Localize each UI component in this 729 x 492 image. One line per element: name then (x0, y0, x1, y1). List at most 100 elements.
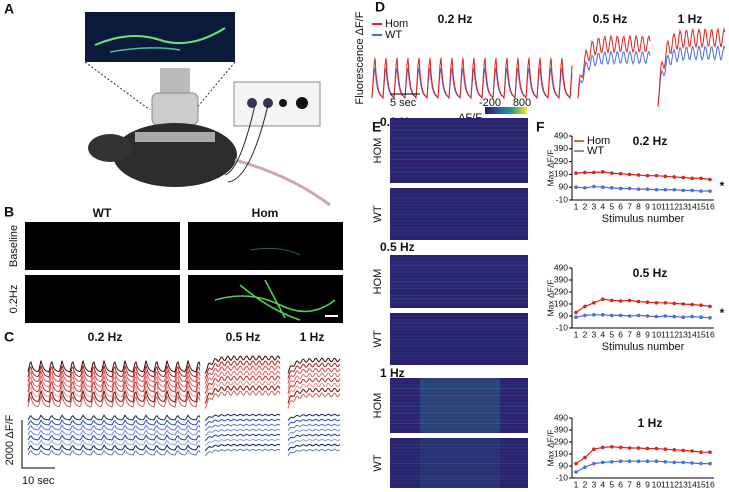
heatmap-row (390, 348, 528, 350)
trace (27, 429, 201, 436)
point (627, 298, 632, 303)
point (654, 459, 659, 464)
point (708, 461, 712, 466)
axis-label: Fluorescence ΔF/F (354, 11, 366, 104)
heatmap-row (390, 329, 528, 331)
heatmap-row (390, 223, 528, 225)
y-tick-label: 290 (554, 156, 568, 166)
x-tick-label: 3 (591, 329, 596, 339)
heatmap-row (390, 355, 528, 357)
row-label: 0.2Hz (8, 285, 20, 314)
point (583, 465, 587, 470)
heatmap-row (390, 322, 528, 324)
point (654, 301, 659, 305)
heatmap-row (390, 194, 528, 196)
heatmap-row (390, 200, 528, 202)
heatmap-row (390, 137, 528, 139)
trace (287, 443, 341, 451)
heatmap-row (390, 121, 528, 122)
x-tick-label: 15 (696, 201, 706, 211)
heatmap-row (390, 230, 528, 232)
trace (204, 433, 281, 441)
point (583, 170, 587, 175)
heatmap-row (390, 298, 528, 300)
x-tick-label: 11 (661, 479, 670, 489)
point (645, 459, 650, 464)
point (636, 313, 641, 318)
heatmap-row (390, 398, 528, 400)
scale-label: 10 sec (22, 475, 55, 487)
trace (287, 423, 341, 431)
x-tick-label: 7 (627, 329, 632, 339)
heatmap-row (390, 268, 528, 270)
colorbar-tick: 800 (513, 97, 531, 109)
x-tick-label: 10 (652, 201, 662, 211)
annotation: * (720, 306, 725, 320)
point (672, 460, 677, 465)
heatmap-row (390, 395, 528, 396)
heatmap-row (390, 447, 528, 449)
heatmap-response (420, 378, 500, 433)
point (636, 187, 641, 191)
point (690, 461, 694, 465)
row-label: Baseline (8, 225, 20, 267)
x-tick-label: 9 (645, 329, 650, 339)
panel-label: E (372, 119, 381, 135)
x-tick-label: 1 (574, 201, 579, 211)
point (654, 446, 659, 451)
y-tick-label: -10 (556, 472, 569, 482)
point (601, 445, 605, 450)
point (699, 315, 703, 320)
point (645, 446, 650, 451)
traces (27, 27, 726, 456)
trace (204, 355, 281, 374)
x-tick-label: 8 (636, 201, 641, 211)
heatmap-row (390, 475, 528, 477)
frequency-label: 1 Hz (380, 366, 405, 380)
x-tick-label: 12 (670, 479, 680, 489)
x-tick-label: 9 (645, 201, 650, 211)
trace (204, 380, 281, 399)
heatmap-row (390, 291, 528, 293)
chart-title: 0.2 Hz (633, 134, 668, 148)
point (618, 459, 623, 464)
scale-label: 5 sec (390, 97, 417, 109)
trace (27, 414, 201, 421)
point (690, 314, 694, 319)
point (690, 176, 694, 181)
trace (204, 438, 281, 446)
panel-label: A (4, 1, 14, 17)
point (708, 177, 712, 182)
point (609, 313, 614, 318)
point (574, 461, 578, 466)
line (575, 314, 711, 319)
heatmap-row (390, 142, 528, 144)
point (592, 301, 596, 305)
x-tick-label: 2 (583, 479, 588, 489)
y-tick-label: 190 (554, 448, 568, 458)
trace (204, 385, 281, 404)
point (636, 299, 641, 304)
trace (27, 380, 201, 393)
heatmap-row (390, 409, 528, 410)
trace (27, 419, 201, 426)
y-tick-label: 490 (554, 262, 568, 272)
point (627, 186, 632, 191)
heatmap-row (390, 129, 528, 131)
trace (204, 375, 281, 394)
point (609, 445, 614, 449)
x-tick-label: 10 (652, 479, 662, 489)
point (592, 170, 596, 175)
point (663, 301, 668, 305)
row-label: HOM (372, 138, 384, 164)
heatmap-row (390, 146, 528, 148)
point (618, 171, 623, 176)
trace (287, 377, 341, 394)
point (699, 176, 703, 181)
trace (204, 443, 281, 451)
trace (27, 424, 201, 431)
heatmap-row (390, 271, 528, 273)
scale-bar (21, 420, 55, 469)
line (575, 185, 710, 192)
